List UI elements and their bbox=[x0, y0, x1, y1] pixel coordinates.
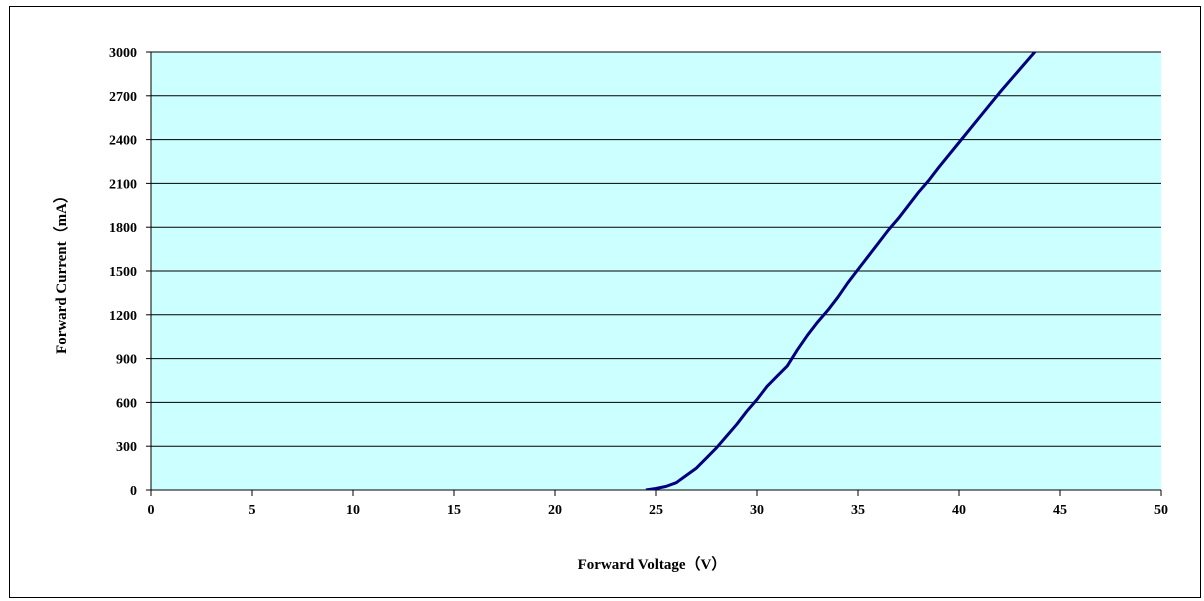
y-tick-label: 0 bbox=[130, 484, 137, 499]
y-tick-label: 2400 bbox=[109, 134, 137, 149]
x-axis-ticks: 0 5 10 15 20 25 30 35 40 45 50 bbox=[148, 490, 1168, 518]
x-tick-label: 45 bbox=[1053, 503, 1067, 518]
x-axis-title: Forward Voltage（V） bbox=[578, 555, 727, 573]
x-tick-label: 35 bbox=[851, 503, 865, 518]
y-tick-label: 2100 bbox=[109, 177, 137, 192]
x-tick-label: 20 bbox=[548, 503, 562, 518]
y-axis-ticks: 0 300 600 900 1200 1500 1800 2100 2400 2700 3000 bbox=[109, 46, 151, 499]
x-tick-label: 10 bbox=[346, 503, 360, 518]
chart-frame: 0 300 600 900 1200 1500 1800 2100 2400 2700 3000 0… bbox=[9, 6, 1201, 598]
x-tick-label: 25 bbox=[649, 503, 663, 518]
x-tick-label: 50 bbox=[1154, 503, 1168, 518]
y-tick-label: 3000 bbox=[109, 46, 137, 61]
series-line-1 bbox=[645, 52, 1037, 490]
y-tick-label: 2700 bbox=[109, 90, 137, 105]
y-tick-label: 1800 bbox=[109, 221, 137, 236]
y-tick-label: 1500 bbox=[109, 265, 137, 280]
x-tick-label: 5 bbox=[249, 503, 256, 518]
x-tick-label: 40 bbox=[952, 503, 966, 518]
x-tick-label: 30 bbox=[750, 503, 764, 518]
x-tick-label: 0 bbox=[148, 503, 155, 518]
y-tick-label: 900 bbox=[116, 353, 137, 368]
y-tick-label: 600 bbox=[116, 396, 137, 411]
y-tick-label: 300 bbox=[116, 440, 137, 455]
gridlines bbox=[150, 51, 1161, 491]
x-tick-label: 15 bbox=[447, 503, 461, 518]
series-group bbox=[645, 52, 1037, 490]
y-axis-title: Forward Current（mA） bbox=[52, 188, 70, 354]
y-tick-label: 1200 bbox=[109, 309, 137, 324]
